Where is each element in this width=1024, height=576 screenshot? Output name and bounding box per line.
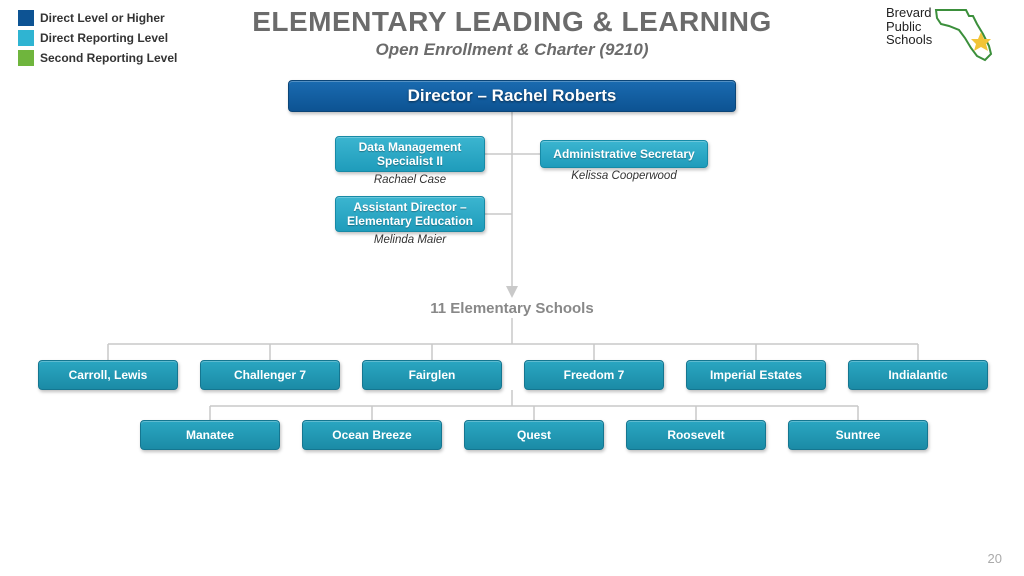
school-node: Imperial Estates — [686, 360, 826, 390]
school-node: Carroll, Lewis — [38, 360, 178, 390]
school-node: Challenger 7 — [200, 360, 340, 390]
school-node: Fairglen — [362, 360, 502, 390]
schools-heading: 11 Elementary Schools — [412, 300, 612, 317]
staff-name: Rachael Case — [335, 174, 485, 186]
school-node: Manatee — [140, 420, 280, 450]
school-node: Freedom 7 — [524, 360, 664, 390]
school-node: Quest — [464, 420, 604, 450]
page-title: ELEMENTARY LEADING & LEARNING — [0, 6, 1024, 38]
school-node: Roosevelt — [626, 420, 766, 450]
director-node: Director – Rachel Roberts — [288, 80, 736, 112]
logo-line: Schools — [886, 33, 1006, 47]
logo-line: Brevard — [886, 6, 1006, 20]
staff-node-asst-dir: Assistant Director – Elementary Educatio… — [335, 196, 485, 232]
brand-logo: Brevard Public Schools — [886, 6, 1006, 47]
page-number: 20 — [988, 551, 1002, 566]
logo-line: Public — [886, 20, 1006, 34]
staff-name: Melinda Maier — [335, 234, 485, 246]
school-node: Suntree — [788, 420, 928, 450]
title-block: ELEMENTARY LEADING & LEARNING Open Enrol… — [0, 6, 1024, 60]
staff-node-admin-sec: Administrative Secretary — [540, 140, 708, 168]
school-node: Ocean Breeze — [302, 420, 442, 450]
page-subtitle: Open Enrollment & Charter (9210) — [0, 40, 1024, 60]
school-node: Indialantic — [848, 360, 988, 390]
staff-node-data-mgmt: Data Management Specialist II — [335, 136, 485, 172]
staff-name: Kelissa Cooperwood — [540, 170, 708, 182]
